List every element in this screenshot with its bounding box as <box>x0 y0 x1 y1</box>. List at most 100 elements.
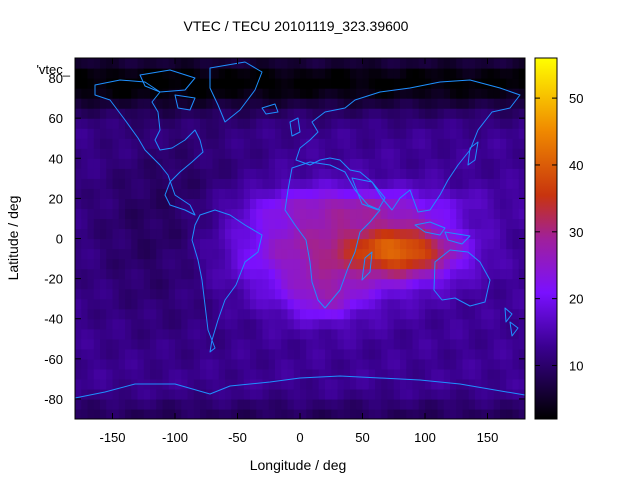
heatmap-cell <box>487 398 495 410</box>
heatmap-cell <box>368 408 376 419</box>
heatmap-cell <box>231 158 239 169</box>
heatmap-cell <box>162 398 170 410</box>
heatmap-cell <box>512 348 520 360</box>
heatmap-cell <box>481 228 489 240</box>
heatmap-cell <box>100 388 107 400</box>
heatmap-cell <box>418 278 426 290</box>
heatmap-cell <box>337 78 345 89</box>
heatmap-cell <box>200 398 207 410</box>
heatmap-cell <box>237 398 245 410</box>
heatmap-cell <box>493 88 501 99</box>
heatmap-cell <box>81 128 89 139</box>
heatmap-cell <box>212 108 220 119</box>
heatmap-cell <box>112 258 120 270</box>
heatmap-cell <box>512 298 520 310</box>
heatmap-cell <box>381 208 389 220</box>
colorbar-tick-label: 50 <box>569 91 583 106</box>
heatmap-cell <box>106 218 114 230</box>
heatmap-cell <box>175 108 182 119</box>
heatmap-cell <box>162 148 170 159</box>
heatmap-cell <box>337 238 345 250</box>
heatmap-cell <box>93 208 101 220</box>
heatmap-cell <box>393 328 401 340</box>
heatmap-cell <box>481 138 489 149</box>
heatmap-cell <box>306 378 314 390</box>
heatmap-cell <box>287 348 295 360</box>
heatmap-cell <box>375 68 382 79</box>
heatmap-cell <box>75 188 82 199</box>
heatmap-cell <box>143 58 151 69</box>
heatmap-cell <box>468 188 476 199</box>
heatmap-cell <box>181 258 189 270</box>
heatmap-cell <box>512 288 520 300</box>
heatmap-cell <box>437 148 445 159</box>
heatmap-cell <box>425 288 432 300</box>
heatmap-cell <box>250 308 257 320</box>
heatmap-cell <box>400 58 407 69</box>
heatmap-cell <box>193 338 201 350</box>
heatmap-cell <box>168 368 176 380</box>
heatmap-cell <box>243 318 251 330</box>
heatmap-cell <box>368 78 376 89</box>
heatmap-cell <box>250 298 257 310</box>
heatmap-cell <box>262 138 270 149</box>
heatmap-cell <box>225 328 232 340</box>
heatmap-cell <box>387 68 395 79</box>
heatmap-cell <box>187 398 195 410</box>
heatmap-cell <box>393 208 401 220</box>
heatmap-cell <box>162 238 170 250</box>
heatmap-cell <box>487 388 495 400</box>
heatmap-cell <box>500 388 507 400</box>
heatmap-cell <box>462 338 470 350</box>
heatmap-cell <box>200 198 207 210</box>
heatmap-cell <box>237 58 245 69</box>
heatmap-cell <box>431 208 439 220</box>
heatmap-cell <box>450 138 457 149</box>
heatmap-cell <box>268 118 276 129</box>
heatmap-cell <box>250 258 257 270</box>
heatmap-cell <box>481 308 489 320</box>
heatmap-cell <box>206 348 214 360</box>
heatmap-cell <box>500 308 507 320</box>
heatmap-cell <box>518 238 525 250</box>
heatmap-cell <box>393 408 401 419</box>
heatmap-cell <box>456 388 464 400</box>
heatmap-cell <box>225 278 232 290</box>
y-tick-label: 60 <box>49 111 63 126</box>
heatmap-cell <box>425 378 432 390</box>
heatmap-cell <box>337 328 345 340</box>
heatmap-cell <box>331 208 339 220</box>
heatmap-cell <box>268 388 276 400</box>
heatmap-cell <box>275 258 282 270</box>
heatmap-cell <box>212 148 220 159</box>
legend-key: 'vtec_ <box>36 62 70 77</box>
heatmap-cell <box>362 338 370 350</box>
heatmap-cell <box>150 308 157 320</box>
heatmap-cell <box>200 58 207 69</box>
heatmap-cell <box>181 178 189 189</box>
heatmap-cell <box>312 78 320 89</box>
heatmap-cell <box>137 198 145 210</box>
x-tick-label: 150 <box>477 430 499 445</box>
heatmap-cell <box>281 88 289 99</box>
heatmap-cell <box>331 178 339 189</box>
heatmap-cell <box>368 378 376 390</box>
heatmap-cell <box>362 328 370 340</box>
heatmap-cell <box>487 308 495 320</box>
heatmap-cell <box>437 348 445 360</box>
heatmap-cell <box>462 228 470 240</box>
heatmap-cell <box>287 138 295 149</box>
heatmap-cell <box>75 218 82 230</box>
coastline-iceland <box>261 103 279 115</box>
heatmap-cell <box>237 138 245 149</box>
heatmap-cell <box>112 98 120 109</box>
heatmap-cell <box>218 338 226 350</box>
heatmap-cell <box>481 68 489 79</box>
heatmap-cell <box>431 58 439 69</box>
heatmap-cell <box>131 338 139 350</box>
heatmap-cell <box>175 158 182 169</box>
heatmap-cell <box>462 288 470 300</box>
heatmap-cell <box>81 358 89 370</box>
heatmap-cell <box>281 388 289 400</box>
heatmap-cell <box>237 248 245 260</box>
